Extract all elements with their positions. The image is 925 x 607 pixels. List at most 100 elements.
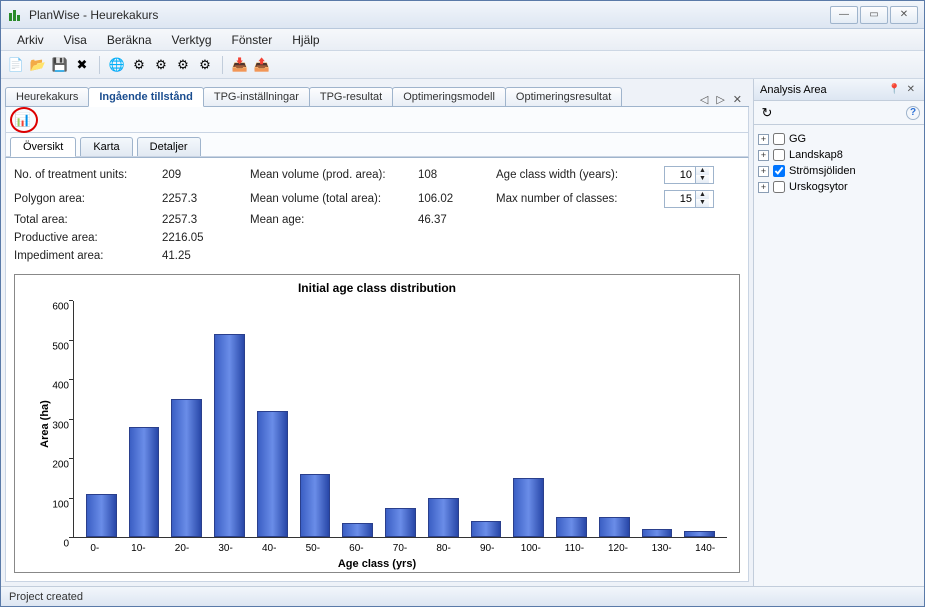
max-classes-spinner[interactable]: ▲▼ — [664, 190, 714, 208]
expand-icon[interactable]: + — [758, 134, 769, 145]
tree-item[interactable]: + GG — [758, 131, 920, 147]
chart-xtick: 100- — [521, 543, 541, 554]
value-mean-age: 46.37 — [418, 214, 488, 226]
refresh-icon[interactable]: ↻ — [758, 104, 776, 122]
spinner-up-icon-2[interactable]: ▲ — [696, 191, 709, 199]
titlebar: PlanWise - Heurekakurs — ▭ ✕ — [1, 1, 924, 29]
chart-bars — [74, 301, 727, 537]
document-pane: Heurekakurs Ingående tillstånd TPG-instä… — [1, 79, 753, 586]
value-treatment-units: 209 — [162, 169, 242, 181]
inner-tab-oversikt[interactable]: Översikt — [10, 137, 76, 157]
tab-nav: ◁ ▷ ✕ — [697, 93, 749, 106]
menu-hjalp[interactable]: Hjälp — [284, 31, 327, 49]
tree-checkbox[interactable] — [773, 133, 785, 145]
tab-optimeringsmodell[interactable]: Optimeringsmodell — [392, 87, 506, 106]
delete-icon[interactable]: ✖ — [73, 56, 91, 74]
panel-title: Analysis Area — [760, 84, 827, 96]
maximize-button[interactable]: ▭ — [860, 6, 888, 24]
panel-close-icon[interactable]: ✕ — [904, 84, 918, 95]
inner-tab-karta[interactable]: Karta — [80, 137, 132, 156]
tab-tpg-installningar[interactable]: TPG-inställningar — [203, 87, 310, 106]
label-mean-vol-prod: Mean volume (prod. area) — [250, 169, 410, 181]
spinner-up-icon[interactable]: ▲ — [696, 167, 709, 175]
chart-bar — [556, 517, 587, 537]
import-data-icon[interactable]: 📊 — [14, 111, 32, 129]
tree-item[interactable]: + Landskap8 — [758, 147, 920, 163]
save-icon[interactable]: 💾 — [51, 56, 69, 74]
chart-xtick: 20- — [175, 543, 189, 554]
tree-label: Landskap8 — [789, 149, 843, 161]
tree-checkbox[interactable] — [773, 165, 785, 177]
tree-checkbox[interactable] — [773, 181, 785, 193]
tab-prev-icon[interactable]: ◁ — [697, 93, 711, 106]
sub-toolbar: 📊 — [5, 107, 749, 133]
expand-icon[interactable]: + — [758, 182, 769, 193]
chart-bar — [428, 498, 459, 537]
overview-panel: No. of treatment units 209 Mean volume (… — [5, 157, 749, 582]
pin-icon[interactable]: 📍 — [885, 84, 903, 95]
help-icon[interactable]: ? — [906, 106, 920, 120]
gear4-icon[interactable]: ⚙ — [196, 56, 214, 74]
tab-ingaende-tillstand[interactable]: Ingående tillstånd — [88, 87, 204, 107]
chart-xtick: 140- — [695, 543, 715, 554]
chart-bar — [214, 334, 245, 537]
chart-bar — [300, 474, 331, 537]
menu-fonster[interactable]: Fönster — [224, 31, 281, 49]
label-impediment-area: Impediment area — [14, 250, 154, 262]
chart-bar — [684, 531, 715, 537]
tab-next-icon[interactable]: ▷ — [713, 93, 727, 106]
main-toolbar: 📄 📂 💾 ✖ 🌐 ⚙ ⚙ ⚙ ⚙ 📥 📤 — [1, 51, 924, 79]
menu-visa[interactable]: Visa — [56, 31, 95, 49]
tab-tpg-resultat[interactable]: TPG-resultat — [309, 87, 393, 106]
panel-header: Analysis Area 📍 ✕ — [754, 79, 924, 101]
chart-xtick: 130- — [652, 543, 672, 554]
tab-close-icon[interactable]: ✕ — [730, 93, 745, 106]
workspace: Heurekakurs Ingående tillstånd TPG-instä… — [1, 79, 924, 586]
status-text: Project created — [9, 591, 83, 603]
highlighted-annotation: 📊 — [10, 107, 38, 133]
age-class-width-input[interactable] — [665, 167, 695, 183]
open-icon[interactable]: 📂 — [29, 56, 47, 74]
spinner-down-icon-2[interactable]: ▼ — [696, 199, 709, 207]
chart-ytick: 300 — [47, 420, 69, 431]
menubar: Arkiv Visa Beräkna Verktyg Fönster Hjälp — [1, 29, 924, 51]
expand-icon[interactable]: + — [758, 166, 769, 177]
chart-xlabel: Age class (yrs) — [15, 558, 739, 570]
analysis-area-panel: Analysis Area 📍 ✕ ↻ ? + GG + Landskap8 +Strö… — [753, 79, 924, 586]
import-icon[interactable]: 📥 — [231, 56, 249, 74]
age-class-width-spinner[interactable]: ▲▼ — [664, 166, 714, 184]
inner-tabs: Översikt Karta Detaljer — [5, 133, 749, 157]
window-controls: — ▭ ✕ — [830, 6, 918, 24]
max-classes-input[interactable] — [665, 191, 695, 207]
spinner-down-icon[interactable]: ▼ — [696, 175, 709, 183]
close-window-button[interactable]: ✕ — [890, 6, 918, 24]
chart-bar — [171, 399, 202, 537]
minimize-button[interactable]: — — [830, 6, 858, 24]
tab-optimeringsresultat[interactable]: Optimeringsresultat — [505, 87, 622, 106]
toolbar-separator — [99, 56, 100, 74]
new-icon[interactable]: 📄 — [7, 56, 25, 74]
chart-bar — [513, 478, 544, 537]
gear2-icon[interactable]: ⚙ — [152, 56, 170, 74]
menu-berakna[interactable]: Beräkna — [99, 31, 160, 49]
tree-label: GG — [789, 133, 806, 145]
tree-item[interactable]: +Strömsjöliden — [758, 163, 920, 179]
tree-item[interactable]: +Urskogsytor — [758, 179, 920, 195]
gear1-icon[interactable]: ⚙ — [130, 56, 148, 74]
expand-icon[interactable]: + — [758, 150, 769, 161]
menu-verktyg[interactable]: Verktyg — [164, 31, 220, 49]
chart-xtick: 110- — [565, 543, 584, 554]
inner-tab-detaljer[interactable]: Detaljer — [137, 137, 201, 156]
label-treatment-units: No. of treatment units — [14, 169, 154, 181]
tree-checkbox[interactable] — [773, 149, 785, 161]
chart-ytick: 0 — [47, 539, 69, 550]
export-icon[interactable]: 📤 — [253, 56, 271, 74]
gear3-icon[interactable]: ⚙ — [174, 56, 192, 74]
label-polygon-area: Polygon area — [14, 193, 154, 205]
chart-bar — [642, 529, 673, 537]
globe-icon[interactable]: 🌐 — [108, 56, 126, 74]
chart-bar — [599, 517, 630, 537]
menu-arkiv[interactable]: Arkiv — [9, 31, 52, 49]
value-productive-area: 2216.05 — [162, 232, 242, 244]
tab-heurekakurs[interactable]: Heurekakurs — [5, 87, 89, 106]
